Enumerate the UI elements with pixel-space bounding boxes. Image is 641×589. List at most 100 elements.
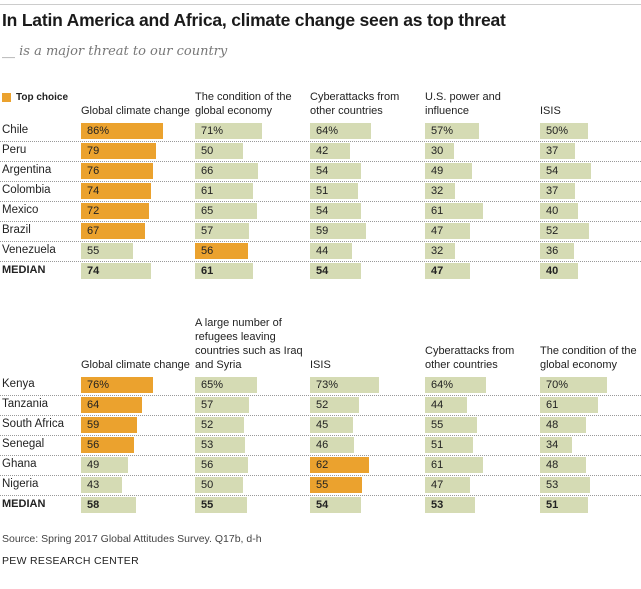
column-header: A large number of refugees leaving count…: [195, 317, 303, 371]
bar-top-choice: [81, 397, 142, 413]
bar: [310, 417, 353, 433]
bar: [310, 263, 362, 279]
bar: [195, 123, 263, 139]
bar: [195, 183, 253, 199]
data-label: 70%: [546, 379, 569, 391]
data-label: 64%: [431, 379, 454, 391]
data-label: 65: [201, 205, 214, 217]
row-separator: [0, 261, 641, 262]
column-header: The condition of the global economy: [540, 345, 637, 371]
bar: [540, 203, 578, 219]
bar: [310, 497, 362, 513]
data-label: 32: [431, 245, 444, 257]
bar: [425, 183, 456, 199]
row-separator: [0, 415, 641, 416]
bar: [425, 143, 454, 159]
bar: [81, 497, 137, 513]
row-separator: [0, 161, 641, 162]
data-label: 50%: [546, 125, 569, 137]
data-label: 73%: [316, 379, 339, 391]
data-label: 47: [431, 265, 444, 277]
bar: [540, 123, 588, 139]
bar: [540, 417, 586, 433]
data-label: 54: [546, 165, 559, 177]
bar: [195, 397, 250, 413]
data-label: 49: [87, 459, 100, 471]
bar: [195, 263, 253, 279]
data-label: 53: [201, 439, 214, 451]
bar: [425, 123, 480, 139]
country-label: Senegal: [2, 438, 45, 450]
data-label: 55: [316, 479, 329, 491]
row-separator: [0, 435, 641, 436]
median-label: MEDIAN: [2, 264, 46, 276]
bar: [81, 457, 128, 473]
country-label: Argentina: [2, 164, 52, 176]
data-label: 44: [316, 245, 329, 257]
bar: [310, 377, 380, 393]
legend-label: Top choice: [16, 92, 69, 103]
data-label: 66: [201, 165, 214, 177]
bar: [195, 203, 257, 219]
bar: [540, 263, 578, 279]
data-label: 48: [546, 459, 559, 471]
bar: [540, 143, 576, 159]
chart-subtitle: __ is a major threat to our country: [2, 44, 228, 59]
organization-name: PEW RESEARCH CENTER: [2, 555, 139, 567]
data-label: 36: [546, 245, 559, 257]
bar: [310, 397, 360, 413]
bar-top-choice: [81, 223, 145, 239]
data-label: 34: [546, 439, 559, 451]
data-label: 37: [546, 185, 559, 197]
bar: [540, 437, 573, 453]
bar: [425, 377, 486, 393]
data-label: 37: [546, 145, 559, 157]
bar: [540, 377, 607, 393]
data-label: 50: [201, 479, 214, 491]
bar: [540, 243, 575, 259]
bar: [540, 183, 576, 199]
data-label: 59: [316, 225, 329, 237]
bar: [540, 163, 592, 179]
column-header: Cyberattacks from other countries: [425, 345, 515, 371]
data-label: 32: [431, 185, 444, 197]
data-label: 54: [316, 265, 329, 277]
bar: [540, 223, 590, 239]
row-separator: [0, 241, 641, 242]
bar-top-choice: [81, 377, 154, 393]
row-separator: [0, 201, 641, 202]
bar: [81, 477, 122, 493]
data-label: 74: [87, 185, 100, 197]
bar-top-choice: [310, 457, 369, 473]
country-label: Tanzania: [2, 398, 49, 410]
data-label: 56: [87, 439, 100, 451]
bar-top-choice: [195, 243, 249, 259]
chart-title: In Latin America and Africa, climate cha…: [2, 10, 506, 30]
data-label: 53: [431, 499, 444, 511]
column-header: Cyberattacks from other countries: [310, 91, 400, 117]
data-label: 47: [431, 479, 444, 491]
bar: [310, 183, 359, 199]
data-label: 57: [201, 225, 214, 237]
column-header: ISIS: [540, 105, 561, 117]
bar: [540, 457, 586, 473]
bar-top-choice: [81, 417, 138, 433]
country-label: Venezuela: [2, 244, 56, 256]
bar: [540, 397, 598, 413]
bar: [425, 477, 470, 493]
data-label: 72: [87, 205, 100, 217]
country-label: Ghana: [2, 458, 37, 470]
bar: [195, 163, 258, 179]
column-header: The condition of the global economy: [195, 91, 292, 117]
country-label: Mexico: [2, 204, 39, 216]
bar: [195, 497, 248, 513]
bar-top-choice: [81, 143, 157, 159]
data-label: 61: [546, 399, 559, 411]
data-label: 45: [316, 419, 329, 431]
bar: [425, 203, 483, 219]
bar: [195, 477, 243, 493]
data-label: 56: [201, 245, 214, 257]
data-label: 61: [201, 265, 214, 277]
data-label: 49: [431, 165, 444, 177]
data-label: 42: [316, 145, 329, 157]
